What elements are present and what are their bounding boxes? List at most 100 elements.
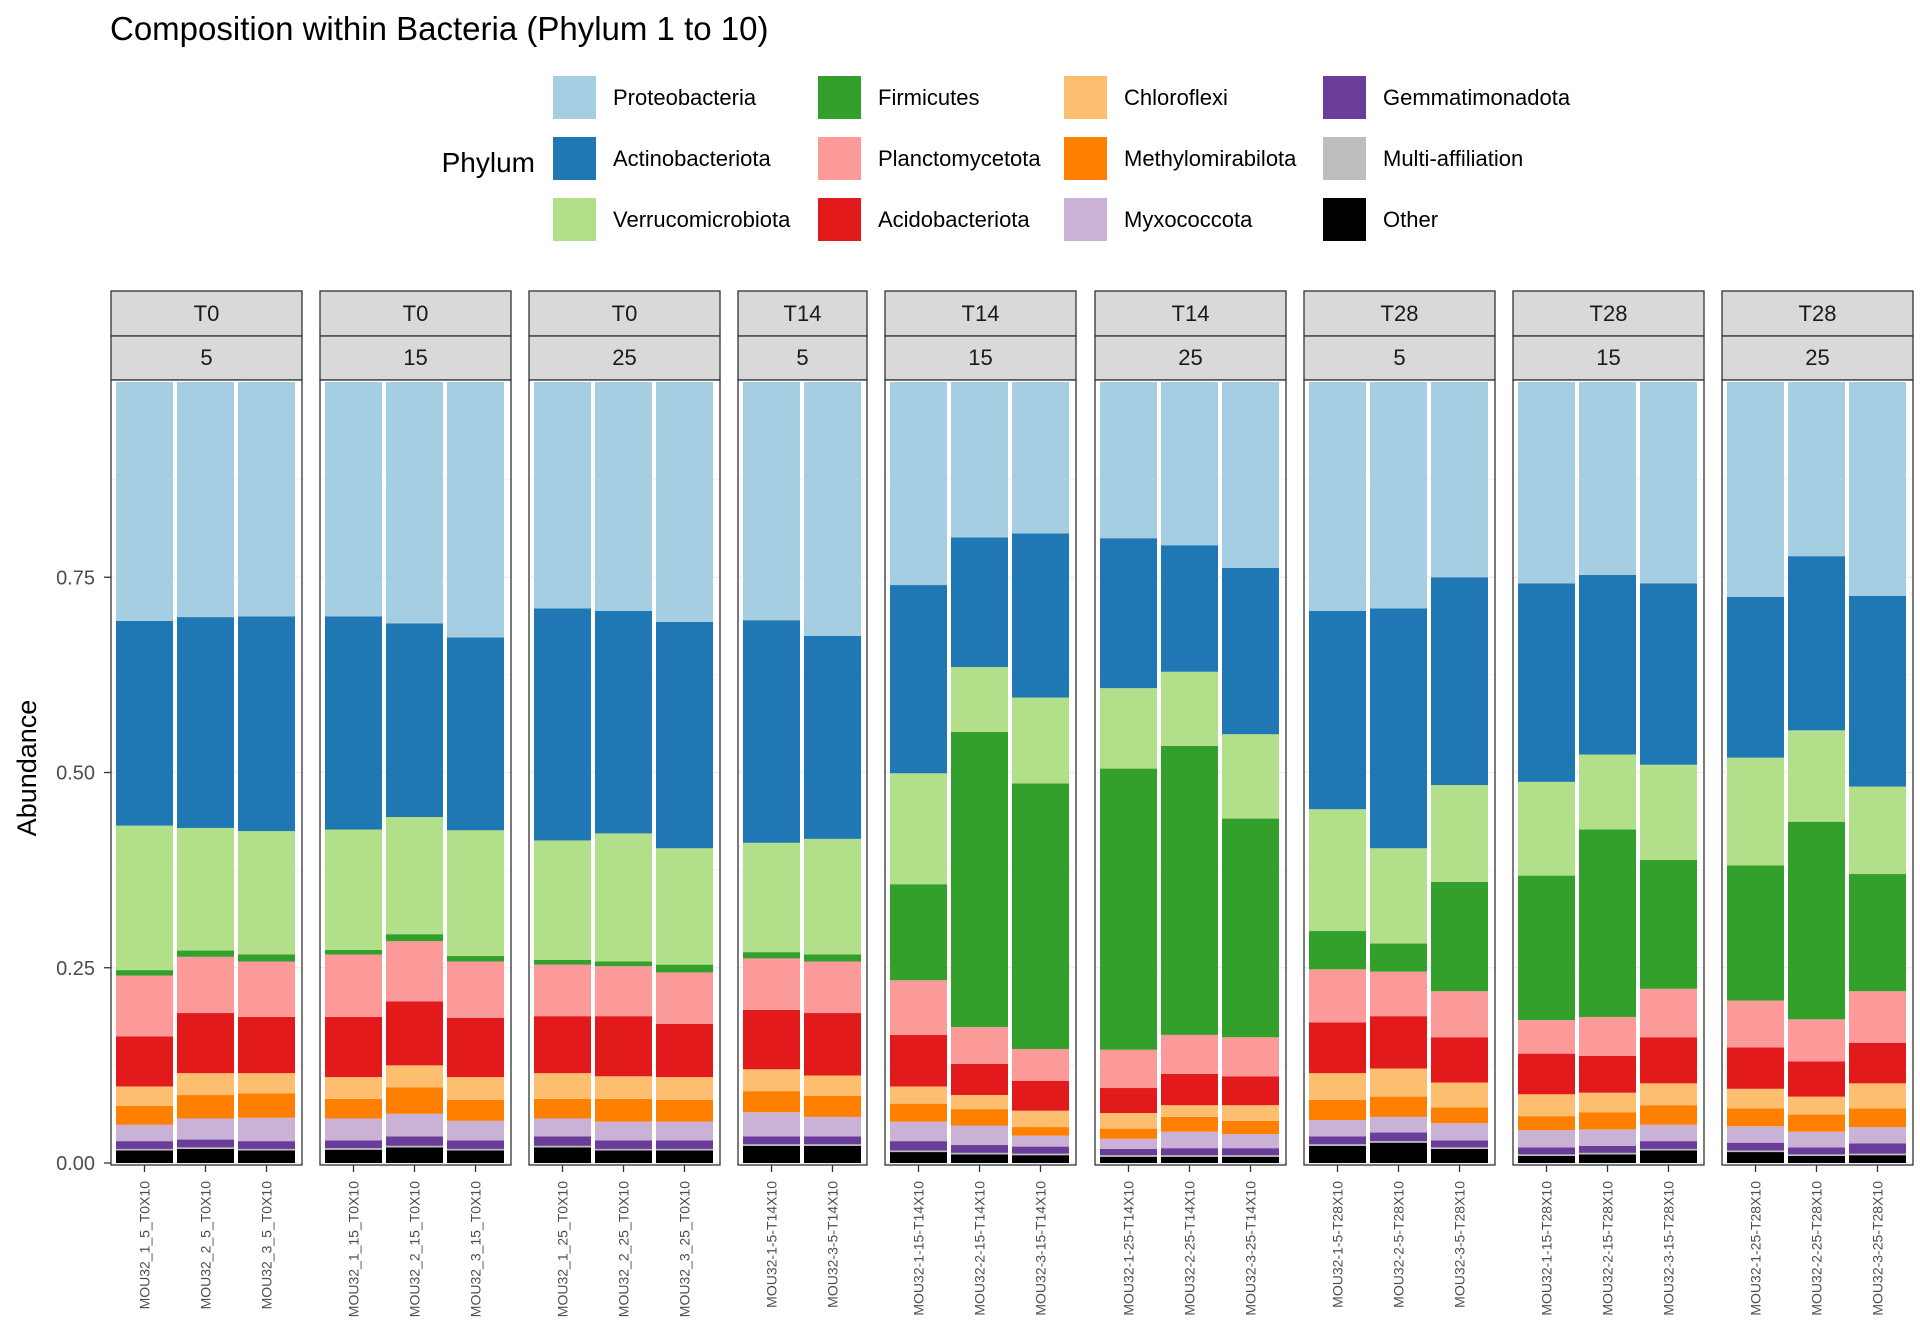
strip-depth [1303, 335, 1496, 381]
bar-segment-verrucomicrobiota [890, 773, 947, 885]
bar-segment-planctomycetota [386, 941, 443, 1002]
bar-segment-firmicutes [1161, 745, 1218, 1035]
legend-swatch [553, 137, 596, 180]
strip-time-label: T0 [194, 301, 220, 326]
bar-segment-multi-affiliation [951, 1152, 1008, 1155]
strip-depth-label: 25 [1178, 345, 1202, 370]
bar-segment-gemmatimonadota [386, 1136, 443, 1146]
bar-segment-chloroflexi [238, 1073, 295, 1094]
bar-segment-multi-affiliation [238, 1148, 295, 1151]
bar-segment-verrucomicrobiota [1727, 757, 1784, 866]
bar-mou32-3-25-t14x10 [1222, 382, 1279, 1163]
bar-mou32-2-25-t0x10 [595, 382, 652, 1163]
bar-segment-other [595, 1150, 652, 1163]
bar-segment-verrucomicrobiota [177, 827, 234, 951]
bar-segment-proteobacteria [1431, 382, 1488, 578]
bar-segment-actinobacteriota [1370, 608, 1427, 849]
legend: Phylum Proteobacteria Actinobacteriota Ver… [442, 76, 1571, 241]
bar-segment-actinobacteriota [1788, 556, 1845, 731]
legend-label: Myxococcota [1124, 207, 1253, 232]
bar-segment-multi-affiliation [1100, 1155, 1157, 1157]
bar-segment-proteobacteria [595, 382, 652, 611]
bar-segment-firmicutes [1012, 783, 1069, 1049]
bar-segment-myxococcota [1100, 1138, 1157, 1149]
bar-segment-myxococcota [1012, 1135, 1069, 1147]
bar-segment-firmicutes [1370, 943, 1427, 972]
x-tick-label: MOU32-3-5-T14X10 [825, 1181, 841, 1308]
panel-border [528, 379, 721, 1166]
panel-border [1094, 379, 1287, 1166]
bar-segment-firmicutes [447, 956, 504, 962]
x-tick-label: MOU32-1-25-T28X10 [1748, 1181, 1764, 1316]
bar-segment-multi-affiliation [1727, 1150, 1784, 1153]
bar-segment-other [1100, 1156, 1157, 1163]
legend-swatch [1064, 198, 1107, 241]
bar-segment-planctomycetota [116, 975, 173, 1037]
bar-segment-gemmatimonadota [1012, 1146, 1069, 1154]
bar-segment-other [447, 1150, 504, 1163]
bar-segment-myxococcota [951, 1125, 1008, 1146]
bar-segment-myxococcota [1849, 1127, 1906, 1144]
bar-segment-myxococcota [1640, 1124, 1697, 1142]
x-tick-label: MOU32_1_5_T0X10 [137, 1181, 153, 1310]
bar-segment-gemmatimonadota [447, 1140, 504, 1149]
legend-item-verrucomicrobiota: Verrucomicrobiota [553, 198, 791, 241]
bar-segment-proteobacteria [656, 382, 713, 622]
bar-segment-multi-affiliation [386, 1145, 443, 1148]
bar-segment-myxococcota [177, 1118, 234, 1140]
bar-segment-chloroflexi [1222, 1105, 1279, 1121]
bar-mou32-1-15-t28x10 [1518, 382, 1575, 1163]
bar-segment-verrucomicrobiota [1431, 784, 1488, 882]
bar-segment-myxococcota [595, 1121, 652, 1141]
bar-segment-proteobacteria [743, 382, 800, 621]
chart-title: Composition within Bacteria (Phylum 1 to… [110, 10, 768, 47]
bar-segment-gemmatimonadota [1727, 1142, 1784, 1151]
legend-swatch [1323, 137, 1366, 180]
x-tick-label: MOU32-1-15-T14X10 [911, 1181, 927, 1316]
bar-segment-firmicutes [951, 731, 1008, 1028]
bar-segment-chloroflexi [116, 1086, 173, 1106]
facet-panels: T0 5 MOU32_1_5_T0X10 MOU32_2_5_T0X10 MOU32_3… [110, 290, 1914, 1317]
strip-time [319, 290, 512, 337]
x-tick-label: MOU32-2-25-T28X10 [1809, 1181, 1825, 1316]
bar-segment-acidobacteriota [1161, 1073, 1218, 1106]
bar-segment-methylomirabilota [534, 1098, 591, 1119]
bar-segment-other [1161, 1156, 1218, 1163]
bar-segment-myxococcota [1370, 1116, 1427, 1133]
legend-item-chloroflexi: Chloroflexi [1064, 76, 1228, 119]
bar-segment-proteobacteria [1161, 382, 1218, 546]
legend-item-myxococcota: Myxococcota [1064, 198, 1253, 241]
bar-segment-myxococcota [1161, 1131, 1218, 1149]
bar-mou32-1-25-t14x10 [1100, 382, 1157, 1163]
bar-segment-gemmatimonadota [1100, 1148, 1157, 1156]
bar-segment-gemmatimonadota [1579, 1145, 1636, 1153]
bar-segment-actinobacteriota [951, 537, 1008, 668]
bar-segment-myxococcota [656, 1121, 713, 1141]
strip-depth-label: 25 [1805, 345, 1829, 370]
y-tick-label: 0.75 [56, 567, 95, 589]
bar-segment-actinobacteriota [890, 585, 947, 774]
bar-segment-proteobacteria [1849, 382, 1906, 596]
bar-segment-acidobacteriota [1431, 1037, 1488, 1083]
x-tick-label: MOU32-2-15-T14X10 [972, 1181, 988, 1316]
legend-item-actinobacteriota: Actinobacteriota [553, 137, 772, 180]
strip-depth-label: 5 [796, 345, 808, 370]
facet-panel-t28-15: T28 15 MOU32-1-15-T28X10 MOU32-2-15-T28X10 M… [1512, 290, 1705, 1316]
bar-segment-actinobacteriota [1579, 574, 1636, 755]
bar-segment-gemmatimonadota [1849, 1143, 1906, 1154]
bar-segment-multi-affiliation [656, 1148, 713, 1151]
bar-mou32-2-15-t0x10 [386, 382, 443, 1163]
bar-segment-firmicutes [1100, 768, 1157, 1050]
bar-segment-other [1431, 1148, 1488, 1163]
bar-segment-myxococcota [1222, 1134, 1279, 1149]
bar-mou32-2-25-t14x10 [1161, 382, 1218, 1163]
strip-time [1303, 290, 1496, 337]
strip-depth [884, 335, 1077, 381]
bar-segment-planctomycetota [1222, 1037, 1279, 1077]
bar-segment-methylomirabilota [1518, 1116, 1575, 1131]
bar-segment-verrucomicrobiota [1309, 809, 1366, 932]
bar-segment-planctomycetota [1309, 969, 1366, 1023]
bar-segment-actinobacteriota [1431, 577, 1488, 785]
bar-segment-other [238, 1150, 295, 1163]
